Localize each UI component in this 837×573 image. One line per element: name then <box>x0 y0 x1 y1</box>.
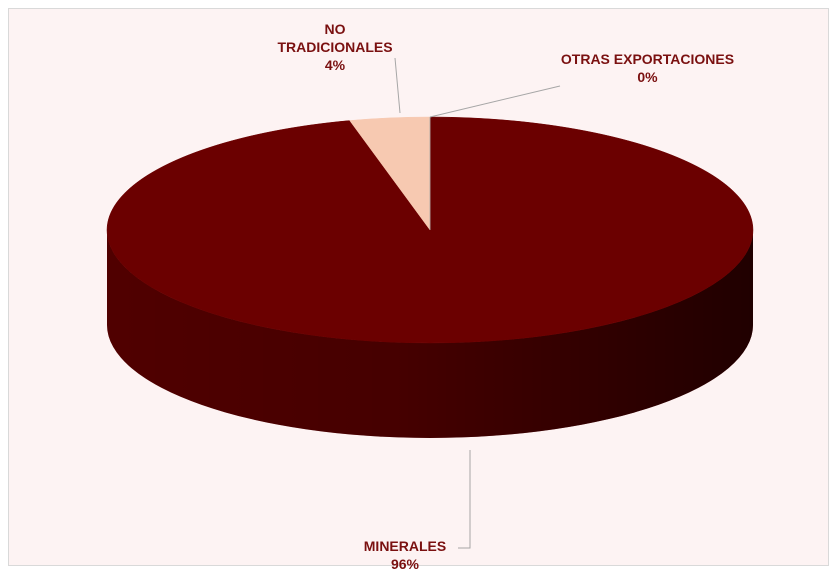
leader-line <box>429 85 561 118</box>
data-label: NO TRADICIONALES 4% <box>270 20 400 74</box>
value-label: 96% <box>390 556 420 572</box>
category-label: OTRAS EXPORTACIONES <box>560 51 735 67</box>
data-label: OTRAS EXPORTACIONES 0% <box>560 50 735 86</box>
value-label: 4% <box>324 57 346 73</box>
data-label: MINERALES 96% <box>340 537 470 573</box>
leader-line <box>394 57 401 114</box>
value-label: 0% <box>637 69 658 85</box>
leader-line <box>458 450 471 549</box>
category-label: MINERALES <box>363 538 447 554</box>
slice-side-shade <box>107 230 753 438</box>
category-label: NO TRADICIONALES <box>277 21 393 55</box>
